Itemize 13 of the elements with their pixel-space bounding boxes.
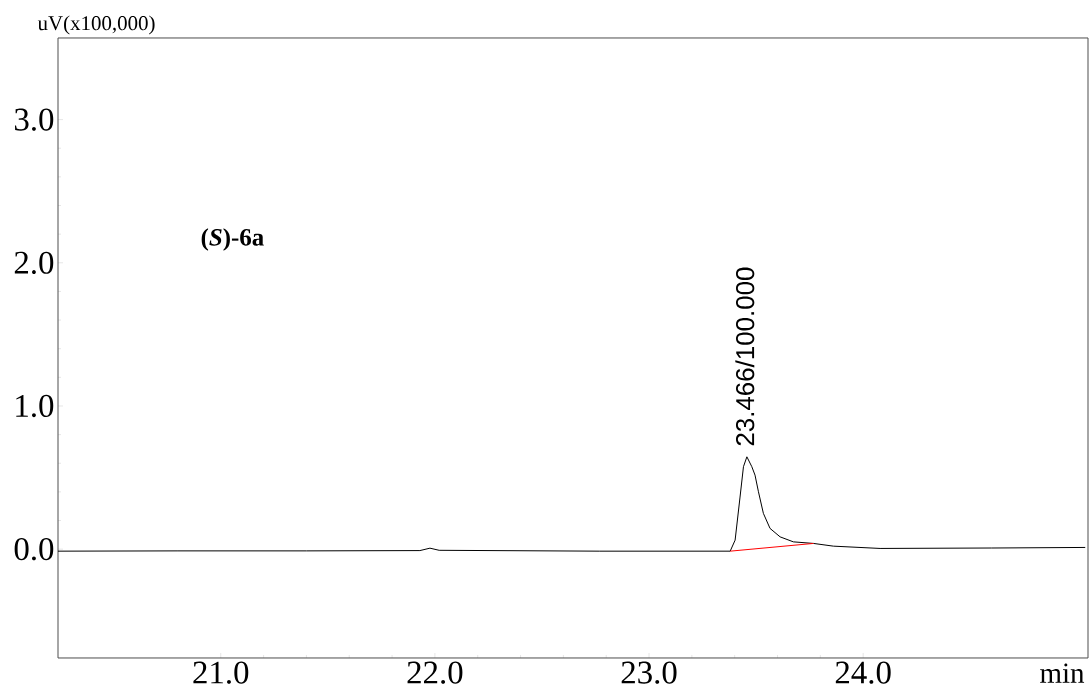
x-tick-label: 21.0 — [193, 661, 249, 684]
x-axis-title: min — [1040, 663, 1085, 683]
y-tick-label: 3.0 — [14, 108, 54, 131]
x-tick-label: 22.0 — [407, 661, 463, 684]
x-tick-label: 23.0 — [621, 661, 677, 684]
y-tick-label: 0.0 — [14, 538, 54, 561]
y-tick-label: 1.0 — [16, 394, 54, 418]
annotation: (S)-6a — [201, 228, 264, 251]
y-axis-title: uV(x100,000) — [37, 15, 155, 35]
x-tick-label: 24.0 — [835, 661, 891, 684]
annotation: 23.466/100.000 — [735, 267, 755, 446]
line-series — [58, 456, 1086, 552]
y-tick-label: 2.0 — [14, 251, 54, 274]
